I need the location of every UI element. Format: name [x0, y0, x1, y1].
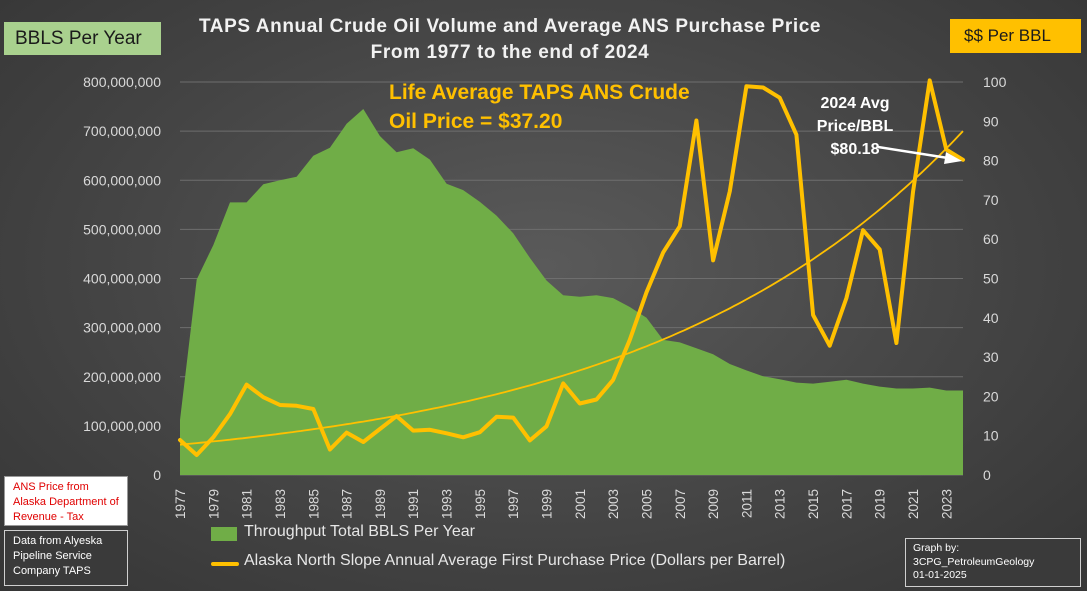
data-source-note: Data from Alyeska Pipeline Service Compa… — [4, 530, 128, 586]
x-tick-label: 2011 — [739, 489, 754, 518]
x-tick-label: 1993 — [440, 489, 455, 519]
graph-credit: Graph by: 3CPG_PetroleumGeology 01-01-20… — [905, 538, 1081, 587]
x-tick-label: 2003 — [606, 489, 621, 519]
x-tick-label: 1995 — [473, 489, 488, 519]
life-average-annotation: Life Average TAPS ANS Crude Oil Price = … — [389, 78, 709, 136]
right-tick-label: 90 — [983, 113, 999, 129]
credit-line3: 01-01-2025 — [913, 569, 967, 581]
price-line — [178, 78, 965, 457]
x-tick-label: 2007 — [673, 489, 688, 519]
left-axis-label: BBLS Per Year — [4, 22, 161, 55]
left-tick-label: 400,000,000 — [83, 271, 161, 287]
right-tick-label: 0 — [983, 467, 991, 483]
price-source-note: ANS Price from Alaska Department of Reve… — [4, 476, 128, 526]
right-tick-label: 10 — [983, 428, 999, 444]
right-tick-label: 60 — [983, 231, 999, 247]
left-axis-ticks: 0 100,000,000 200,000,000 300,000,000 400,00… — [83, 74, 161, 483]
left-tick-label: 300,000,000 — [83, 320, 161, 336]
annotation-arrow-shaft — [877, 145, 949, 160]
left-tick-label: 200,000,000 — [83, 369, 161, 385]
chart-title-line2: From 1977 to the end of 2024 — [370, 42, 650, 63]
legend-line-label: Alaska North Slope Annual Average First … — [244, 552, 786, 569]
price-trend-layer — [179, 130, 964, 446]
left-tick-label: 700,000,000 — [83, 123, 161, 139]
x-tick-label: 2019 — [873, 489, 888, 519]
right-tick-label: 30 — [983, 349, 999, 365]
x-tick-label: 2013 — [773, 489, 788, 519]
left-tick-label: 0 — [153, 467, 161, 483]
x-tick-label: 1987 — [340, 489, 355, 519]
annotation-arrow-layer — [877, 145, 962, 164]
x-tick-label: 2009 — [706, 489, 721, 519]
price-2024-line2: Price/BBL — [816, 118, 894, 135]
left-tick-label: 600,000,000 — [83, 172, 161, 188]
x-tick-label: 2021 — [906, 489, 921, 519]
throughput-area-layer — [180, 109, 963, 475]
price-2024-line3: $80.18 — [830, 141, 880, 158]
right-tick-label: 100 — [983, 74, 1007, 90]
right-tick-label: 50 — [983, 271, 999, 287]
throughput-area — [180, 109, 963, 475]
annotation-arrow-head — [944, 152, 962, 164]
chart-title: TAPS Annual Crude Oil Volume and Average… — [160, 14, 860, 66]
price-line-layer — [178, 78, 965, 457]
x-tick-label: 2001 — [573, 489, 588, 519]
chart-title-line1: TAPS Annual Crude Oil Volume and Average… — [198, 16, 822, 37]
left-tick-label: 800,000,000 — [83, 74, 161, 90]
x-tick-label: 2017 — [839, 489, 854, 519]
x-tick-label: 1981 — [240, 489, 255, 519]
legend-area-swatch — [211, 527, 237, 541]
legend-area-label: Throughput Total BBLS Per Year — [244, 523, 475, 540]
price-2024-line1: 2024 Avg — [820, 95, 890, 112]
legend-line-swatch — [211, 562, 239, 566]
credit-line2: 3CPG_PetroleumGeology — [913, 555, 1035, 568]
right-tick-label: 40 — [983, 310, 999, 326]
x-tick-label: 1985 — [306, 489, 321, 519]
x-tick-label: 1999 — [540, 489, 555, 519]
x-tick-label: 1989 — [373, 489, 388, 519]
x-tick-label: 1997 — [506, 489, 521, 519]
x-tick-label: 2015 — [806, 489, 821, 519]
x-tick-label: 2005 — [639, 489, 654, 519]
right-axis-label: $$ Per BBL — [950, 19, 1081, 53]
life-average-line1: Life Average TAPS ANS Crude — [389, 81, 690, 104]
price-2024-annotation: 2024 Avg Price/BBL $80.18 — [810, 92, 900, 161]
x-tick-label: 1979 — [206, 489, 221, 519]
life-average-line2: Oil Price = $37.20 — [389, 110, 563, 133]
credit-line1: Graph by: — [913, 542, 960, 554]
right-tick-label: 20 — [983, 388, 999, 404]
x-tick-label: 1983 — [273, 489, 288, 519]
x-tick-label: 1977 — [173, 489, 188, 519]
left-tick-label: 500,000,000 — [83, 221, 161, 237]
right-tick-label: 80 — [983, 153, 999, 169]
right-axis-ticks: 0 10 20 30 40 50 60 70 80 90 100 — [983, 74, 1007, 483]
x-tick-label: 1991 — [406, 489, 421, 519]
left-tick-label: 100,000,000 — [83, 418, 161, 434]
x-axis-ticks: 1977 1979 1981 1983 1985 1987 1989 1991 1993 1995… — [173, 489, 954, 519]
right-tick-label: 70 — [983, 192, 999, 208]
x-tick-label: 2023 — [939, 489, 954, 519]
price-trendline — [179, 130, 964, 446]
